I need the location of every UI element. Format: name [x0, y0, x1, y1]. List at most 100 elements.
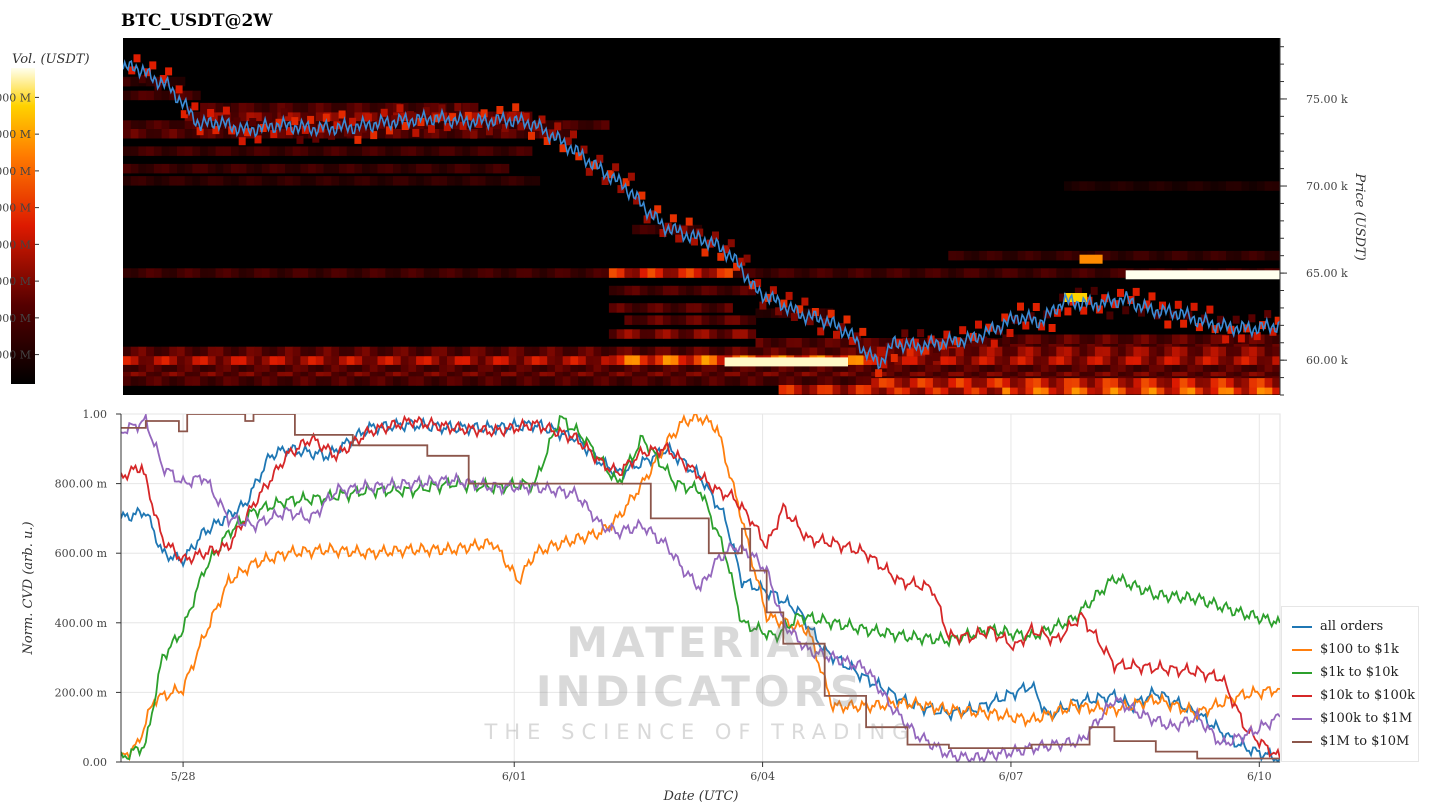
heatmap-cell	[447, 268, 456, 278]
heatmap-cell	[207, 355, 217, 365]
heatmap-cell	[1101, 294, 1109, 303]
heatmap-cell	[701, 329, 710, 339]
heatmap-cell	[840, 362, 849, 372]
heatmap-cell	[716, 362, 726, 372]
heatmap-cell	[308, 346, 317, 357]
heatmap-cell	[886, 378, 895, 388]
heatmap-cell	[246, 376, 255, 386]
heatmap-cell	[994, 338, 1003, 348]
heatmap-cell	[539, 346, 548, 357]
heatmap-cell	[601, 177, 609, 185]
heatmap-cell	[593, 120, 602, 130]
heatmap-cell	[238, 268, 247, 278]
heatmap-cell	[770, 308, 780, 318]
heatmap-cell	[285, 111, 294, 122]
heatmap-cell	[578, 369, 587, 379]
heatmap-cell	[184, 355, 193, 365]
heatmap-cell	[1102, 362, 1111, 372]
legend-item[interactable]: $1k to $10k	[1292, 661, 1418, 684]
heatmap-cell	[207, 102, 217, 113]
heatmap-cell	[624, 362, 633, 372]
heatmap-cell	[770, 268, 780, 278]
heatmap-cell	[362, 163, 371, 174]
heatmap-cell	[917, 369, 926, 379]
heatmap-cell	[562, 355, 571, 365]
heatmap-cell	[292, 163, 301, 174]
heatmap-cell	[678, 268, 687, 278]
heatmap-cell	[1079, 378, 1088, 388]
heatmap-cell	[940, 355, 949, 365]
heatmap-cell	[223, 362, 232, 372]
legend-label: $1M to $10M	[1320, 734, 1410, 749]
heatmap-cell	[123, 90, 132, 101]
heatmap-cell	[1148, 355, 1158, 365]
heatmap-cell	[655, 285, 664, 296]
heatmap-cell	[377, 369, 386, 379]
heatmap-cell	[377, 355, 386, 365]
heatmap-cell	[817, 268, 826, 278]
series-line-1	[121, 414, 1280, 762]
heatmap-cell	[493, 376, 502, 386]
heatmap-cell	[153, 120, 163, 130]
heatmap-cell	[408, 163, 417, 174]
heatmap-cell	[1087, 385, 1096, 395]
heatmap-cell	[902, 378, 911, 388]
heatmap-cell	[747, 369, 757, 379]
heatmap-cell	[462, 129, 471, 139]
heatmap-cell	[655, 268, 664, 278]
heatmap-cell	[1110, 385, 1119, 395]
heatmap-cell	[747, 285, 757, 296]
heatmap-cell	[570, 346, 579, 357]
heatmap-cell	[647, 224, 656, 235]
heatmap-cell	[423, 163, 433, 174]
legend-item[interactable]: $10k to $100k	[1292, 684, 1418, 707]
heatmap-cell	[616, 268, 625, 278]
heatmap-cell	[123, 268, 132, 278]
heatmap-cell	[979, 250, 988, 261]
heatmap-cell	[733, 262, 741, 271]
heatmap-cell	[323, 346, 332, 357]
heatmap-cell	[439, 120, 448, 130]
heatmap-cell	[400, 362, 409, 372]
heatmap-cell	[1218, 369, 1227, 379]
heatmap-cell	[763, 268, 772, 278]
cvd-y-tick-label: 200.00 m	[55, 686, 108, 699]
heatmap-cell	[386, 126, 393, 135]
legend-item[interactable]: all orders	[1292, 615, 1418, 638]
heatmap-cell	[1141, 369, 1150, 379]
heatmap-cell	[832, 376, 841, 386]
heatmap-cell	[1079, 385, 1088, 395]
heatmap-cell	[1264, 181, 1273, 191]
heatmap-cell	[346, 369, 355, 379]
heatmap-cell	[462, 146, 471, 156]
heatmap-cell	[169, 176, 178, 186]
legend-item[interactable]: $100k to $1M	[1292, 707, 1418, 730]
heatmap-cell	[925, 369, 934, 379]
legend-swatch	[1292, 671, 1312, 674]
heatmap-cell	[956, 250, 965, 261]
heatmap-cell	[1233, 181, 1242, 191]
heatmap-cell	[809, 362, 818, 372]
heatmap-cell	[269, 102, 278, 113]
heatmap-cell	[1148, 181, 1158, 191]
heatmap-cell	[354, 111, 363, 122]
heatmap-cell	[722, 245, 730, 254]
heatmap-cell	[439, 268, 448, 278]
heatmap-cell	[338, 110, 346, 119]
heatmap-cell	[130, 76, 139, 87]
heatmap-cell	[1056, 268, 1065, 278]
legend-item[interactable]: $100 to $1k	[1292, 638, 1418, 661]
heatmap-cell	[747, 315, 757, 325]
heatmap-cell	[1094, 378, 1104, 388]
date-x-label: Date (UTC)	[663, 789, 739, 804]
heatmap-cell	[1202, 385, 1212, 395]
heatmap-cell	[508, 369, 517, 379]
heatmap-cell	[331, 111, 340, 122]
heatmap-cell	[716, 303, 726, 313]
heatmap-cell	[1233, 250, 1242, 261]
heatmap-cell	[493, 176, 502, 186]
heatmap-cell	[130, 90, 139, 101]
legend-item[interactable]: $1M to $10M	[1292, 730, 1418, 753]
heatmap-cell	[1164, 334, 1173, 344]
heatmap-cell	[1210, 334, 1219, 344]
